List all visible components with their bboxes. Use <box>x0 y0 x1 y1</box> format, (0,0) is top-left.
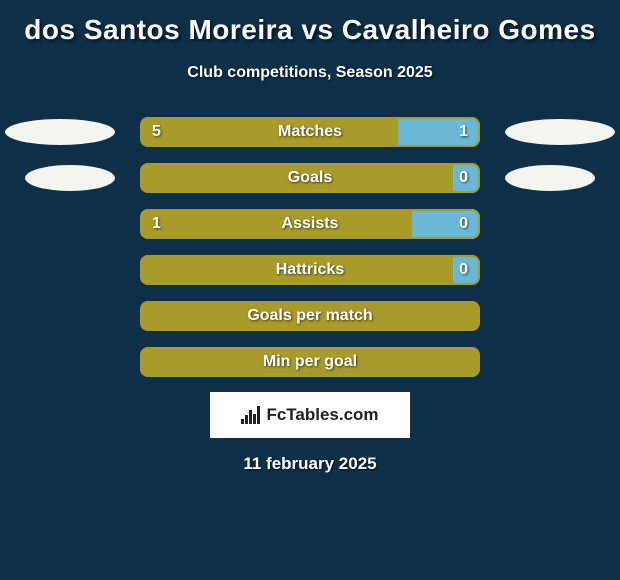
bar-track: 10Assists <box>140 209 480 239</box>
player1-bar <box>140 347 480 377</box>
player1-value: 5 <box>152 117 161 147</box>
player2-avatar <box>505 165 595 191</box>
metric-row: 0Goals <box>0 162 620 194</box>
player2-avatar <box>505 119 615 145</box>
badge-text: FcTables.com <box>266 405 378 425</box>
metric-row: 0Hattricks <box>0 254 620 286</box>
player1-bar <box>140 209 412 239</box>
player2-value: 1 <box>459 117 468 147</box>
player1-bar <box>140 117 398 147</box>
bar-track: Min per goal <box>140 347 480 377</box>
metric-row: 51Matches <box>0 116 620 148</box>
player1-avatar <box>5 119 115 145</box>
bars-icon <box>241 406 260 424</box>
player1-avatar <box>25 165 115 191</box>
bar-track: 0Goals <box>140 163 480 193</box>
page-title: dos Santos Moreira vs Cavalheiro Gomes <box>0 0 620 46</box>
player1-value: 1 <box>152 209 161 239</box>
player2-bar <box>412 209 480 239</box>
bar-track: 51Matches <box>140 117 480 147</box>
comparison-chart: 51Matches0Goals10Assists0HattricksGoals … <box>0 116 620 378</box>
player1-bar <box>140 301 480 331</box>
player2-value: 0 <box>459 209 468 239</box>
player1-bar <box>140 255 453 285</box>
player2-value: 0 <box>459 255 468 285</box>
bar-track: Goals per match <box>140 301 480 331</box>
metric-row: Goals per match <box>0 300 620 332</box>
source-badge[interactable]: FcTables.com <box>210 392 410 438</box>
metric-row: 10Assists <box>0 208 620 240</box>
subtitle: Club competitions, Season 2025 <box>0 46 620 82</box>
metric-row: Min per goal <box>0 346 620 378</box>
bar-track: 0Hattricks <box>140 255 480 285</box>
player1-bar <box>140 163 453 193</box>
date: 11 february 2025 <box>0 454 620 474</box>
player2-value: 0 <box>459 163 468 193</box>
